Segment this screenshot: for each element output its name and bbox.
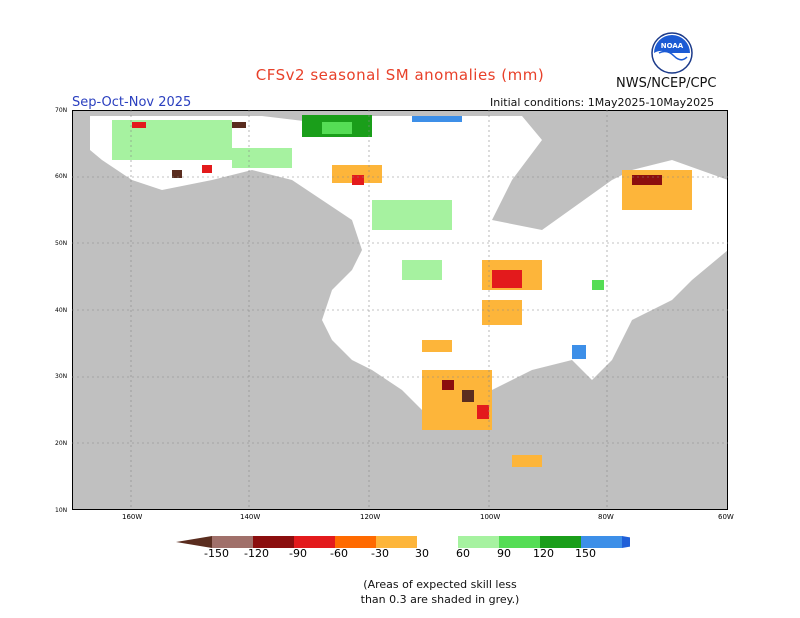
- lat-label-60n: 60N: [55, 173, 68, 180]
- lat-label-30n: 30N: [55, 373, 68, 380]
- lon-label-80w: 80W: [598, 513, 614, 521]
- colorbar-swatch-7: [458, 536, 499, 548]
- colorbar-label-60: 60: [456, 547, 470, 560]
- colorbar-label-m150: -150: [204, 547, 229, 560]
- colorbar-label-90: 90: [497, 547, 511, 560]
- lat-label-50n: 50N: [55, 240, 68, 247]
- logo-text: NOAA: [661, 42, 684, 50]
- lon-label-100w: 100W: [480, 513, 501, 521]
- map-title: CFSv2 seasonal SM anomalies (mm): [255, 66, 545, 84]
- lat-label-10n: 10N: [55, 507, 68, 514]
- colorbar-label-120: 120: [533, 547, 554, 560]
- lon-label-120w: 120W: [360, 513, 381, 521]
- lat-label-40n: 40N: [55, 307, 68, 314]
- initial-conditions-label: Initial conditions: 1May2025-10May2025: [490, 96, 715, 109]
- colorbar-arrow-right: [622, 536, 630, 548]
- colorbar-swatch-6: [417, 536, 458, 548]
- anomaly-cells: [112, 115, 692, 467]
- colorbar-swatches: [176, 536, 630, 548]
- noaa-logo: NOAA: [651, 32, 693, 74]
- colorbar-swatch-1: [212, 536, 253, 548]
- lon-label-160w: 160W: [122, 513, 143, 521]
- colorbar-arrow-left: [176, 536, 212, 548]
- gridlines: [72, 110, 728, 510]
- colorbar-swatch-4: [335, 536, 376, 548]
- colorbar-swatch-9: [540, 536, 581, 548]
- lat-label-70n: 70N: [55, 107, 68, 114]
- colorbar-label-30: 30: [415, 547, 429, 560]
- colorbar-label-m90: -90: [289, 547, 307, 560]
- colorbar: [176, 536, 630, 548]
- lon-label-60w: 60W: [718, 513, 734, 521]
- colorbar-swatch-8: [499, 536, 540, 548]
- colorbar-label-m60: -60: [330, 547, 348, 560]
- skill-note: (Areas of expected skill less than 0.3 a…: [360, 578, 520, 606]
- colorbar-swatch-3: [294, 536, 335, 548]
- lon-label-140w: 140W: [240, 513, 261, 521]
- colorbar-swatch-5: [376, 536, 417, 548]
- colorbar-swatch-2: [253, 536, 294, 548]
- colorbar-label-150: 150: [575, 547, 596, 560]
- colorbar-label-m120: -120: [244, 547, 269, 560]
- season-label: Sep-Oct-Nov 2025: [72, 95, 192, 110]
- agency-label: NWS/NCEP/CPC: [616, 76, 717, 91]
- anomaly-map: [72, 110, 728, 510]
- lat-label-20n: 20N: [55, 440, 68, 447]
- colorbar-swatch-10: [581, 536, 622, 548]
- colorbar-label-m30: -30: [371, 547, 389, 560]
